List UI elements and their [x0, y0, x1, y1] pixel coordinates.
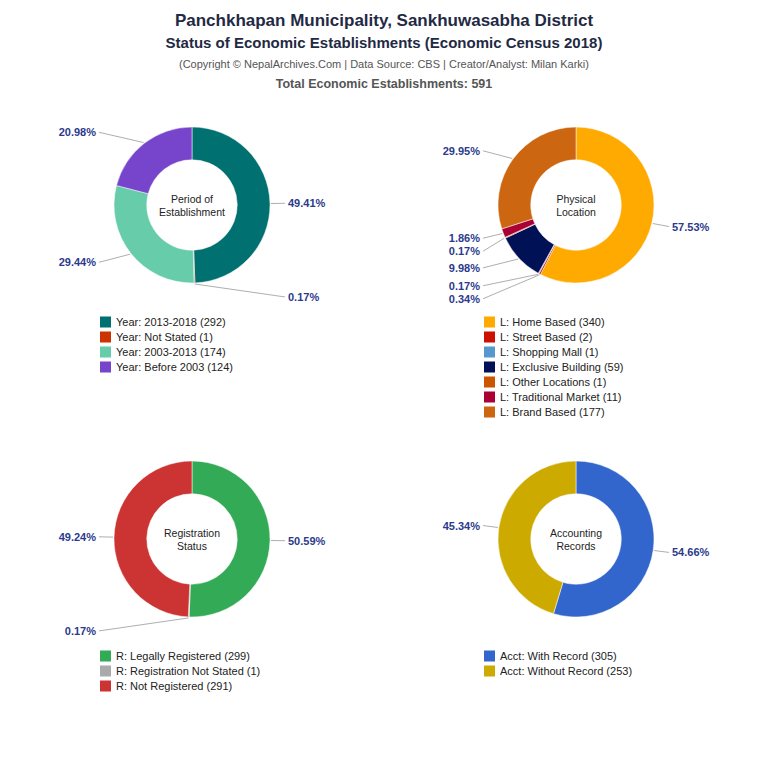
label-leader: [271, 203, 285, 204]
legend-swatch: [484, 317, 495, 328]
data-label: 45.34%: [443, 520, 481, 532]
slices: [498, 127, 654, 283]
label-leader: [653, 224, 669, 227]
pie-chart: PhysicalLocation29.95%1.86%0.17%9.98%0.1…: [443, 127, 710, 418]
legend-entry: Acct: With Record (305): [500, 650, 617, 662]
legend: Acct: With Record (305) Acct: Without Rec…: [484, 650, 632, 677]
slices: [114, 127, 270, 283]
label-leader: [483, 234, 502, 239]
label-leader: [483, 526, 498, 528]
legend-entry: L: Street Based (2): [500, 331, 592, 343]
label-leader: [654, 551, 669, 553]
pie-chart: RegistrationStatus 49.24% 0.17% 50.59% R: Le…: [59, 461, 326, 692]
legend-entry: L: Home Based (340): [500, 316, 605, 328]
legend: L: Home Based (340) L: Street Based (2) L:…: [484, 316, 624, 418]
label-leader: [99, 132, 144, 142]
slice: [116, 127, 192, 194]
legend-entry: R: Registration Not Stated (1): [116, 665, 260, 677]
data-label: 49.41%: [288, 197, 326, 209]
annotation: Total Economic Establishments: 591: [276, 77, 493, 91]
label-leader: [483, 238, 504, 251]
data-label: 0.17%: [65, 625, 96, 637]
legend-swatch: [484, 392, 495, 403]
data-label: 57.53%: [672, 221, 710, 233]
label-leader: [483, 274, 538, 285]
legend: R: Legally Registered (299) R: Registrati…: [100, 650, 260, 692]
legend-entry: L: Other Locations (1): [500, 376, 606, 388]
legend-swatch: [100, 651, 111, 662]
data-label: 54.66%: [672, 546, 710, 558]
legend-entry: Year: 2003-2013 (174): [116, 346, 226, 358]
data-label: 49.24%: [59, 531, 97, 543]
slices: [114, 461, 270, 617]
pie-center-label: AccountingRecords: [550, 527, 602, 552]
data-label: 20.98%: [59, 126, 97, 138]
label-leader: [483, 275, 539, 299]
pie-center-label: RegistrationStatus: [164, 527, 220, 552]
legend-swatch: [100, 681, 111, 692]
data-label: 29.95%: [443, 145, 481, 157]
legend-entry: Year: Before 2003 (124): [116, 361, 233, 373]
legend-swatch: [484, 362, 495, 373]
legend-swatch: [100, 317, 111, 328]
label-leader: [99, 618, 189, 631]
data-label: 9.98%: [449, 262, 480, 274]
label-leader: [99, 536, 113, 537]
legend-entry: Year: Not Stated (1): [116, 331, 213, 343]
legend-entry: L: Shopping Mall (1): [500, 346, 598, 358]
legend: Year: 2013-2018 (292) Year: Not Stated (1…: [100, 316, 233, 373]
annotation: (Copyright © NepalArchives.Com | Data So…: [179, 58, 589, 70]
legend-entry: R: Not Registered (291): [116, 680, 232, 692]
legend-entry: L: Traditional Market (11): [500, 391, 621, 403]
legend-entry: R: Legally Registered (299): [116, 650, 250, 662]
legend-entry: L: Brand Based (177): [500, 406, 605, 418]
legend-entry: Acct: Without Record (253): [500, 665, 632, 677]
legend-entry: Year: 2013-2018 (292): [116, 316, 226, 328]
pie-chart: AccountingRecords 45.34% 54.66% Acct: With …: [443, 461, 710, 677]
data-label: 1.86%: [449, 232, 480, 244]
legend-swatch: [484, 666, 495, 677]
subtitle: Status of Economic Establishments (Econo…: [166, 34, 603, 51]
legend-swatch: [484, 332, 495, 343]
label-leader: [483, 151, 512, 159]
data-label: 29.44%: [59, 256, 97, 268]
chart-root: Panchkhapan Municipality, Sankhuwasabha …: [0, 0, 768, 768]
label-leader: [483, 259, 518, 268]
legend-swatch: [484, 651, 495, 662]
legend-entry: L: Exclusive Building (59): [500, 361, 624, 373]
legend-swatch: [484, 347, 495, 358]
label-leader: [99, 254, 130, 262]
label-leader: [271, 540, 285, 541]
slices: [498, 461, 654, 617]
pie-center-label: PhysicalLocation: [556, 193, 596, 218]
data-label: 0.17%: [288, 291, 319, 303]
legend-swatch: [484, 377, 495, 388]
pie-chart: Period ofEstablishment 20.98% 29.44% 49.41%…: [59, 126, 326, 373]
label-leader: [195, 284, 285, 297]
title: Panchkhapan Municipality, Sankhuwasabha …: [175, 11, 594, 30]
legend-swatch: [100, 362, 111, 373]
legend-swatch: [100, 347, 111, 358]
legend-swatch: [484, 407, 495, 418]
legend-swatch: [100, 332, 111, 343]
data-label: 0.34%: [449, 293, 480, 305]
pie-center-label: Period ofEstablishment: [159, 193, 225, 218]
data-label: 0.17%: [449, 245, 480, 257]
data-label: 0.17%: [449, 280, 480, 292]
legend-swatch: [100, 666, 111, 677]
data-label: 50.59%: [288, 535, 326, 547]
